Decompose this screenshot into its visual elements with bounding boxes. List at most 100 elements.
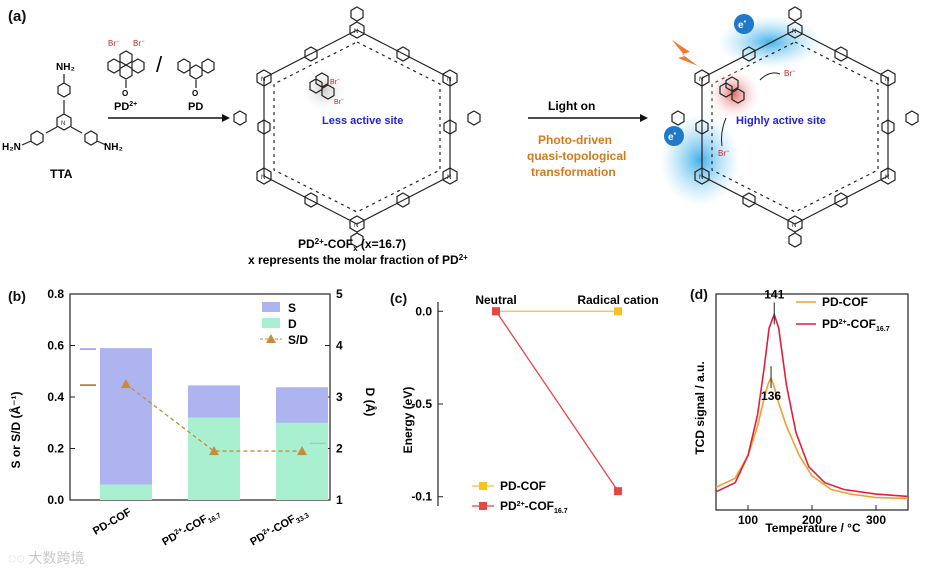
panel-d: (d) TCD signal / a.u. Temperature / °C 1… [680,280,930,574]
c-ylabel: Energy (eV) [401,387,415,454]
panel-b: (b) S or S/D (Å⁻¹) D (Å) 0.0 0.2 0.4 0.6 0.8… [0,280,380,574]
d-xtick-label: 300 [866,513,886,527]
d-peak-label: 141 [764,287,784,301]
d-legend-label: PD-COF [822,295,868,309]
b-bar-s [100,348,152,500]
tta-molecule [21,74,107,146]
b-ytick-left-label: 0.4 [47,390,64,404]
watermark: ◌◌ 大数跨境 [8,548,85,568]
pd2-label: PD2+ [114,101,137,113]
reaction-arrow-1-head [222,114,230,122]
b-legend-d-swatch [262,318,280,328]
b-ytick-left-label: 0.0 [47,493,64,507]
d-legend-label: PD2+-COF16.7 [822,317,890,333]
tta-h2n-left: H₂N [2,142,21,153]
b-category-label: PD2+-COF33.3 [248,506,310,550]
light-on-label: Light on [548,99,595,113]
pd-label: PD [188,101,203,113]
process-line-3: transformation [531,165,616,179]
d-ylabel: TCD signal / a.u. [693,361,707,454]
less-active-site-label: Less active site [322,115,403,127]
panel-d-label: (d) [690,286,708,302]
panel-a: (a) N [2,6,919,267]
b-ytick-left-label: 0.6 [47,339,64,353]
cof-framework-left [263,29,451,225]
panel-c-chart: Energy (eV) 0.0 -0.5 -0.1 Neutral Radical ca… [401,293,659,515]
b-bar-d [100,484,152,500]
released-br-1: Br− [784,69,796,78]
c-legend-marker [479,482,487,490]
panel-a-scheme: N NH₂ H₂N NH₂ TTA Br− Br− [2,6,919,267]
b-bar-d [276,422,328,500]
b-point-sd [121,379,131,389]
process-line-1: Photo-driven [538,133,612,147]
c-line-series [495,310,619,492]
b-ytick-left-label: 0.2 [47,442,64,456]
b-ytick-right-label: 4 [336,339,343,353]
pd2-molecule [107,50,145,88]
electron-top-label: e• [738,19,747,31]
b-bar-d [188,417,240,500]
c-legend-marker [479,502,487,510]
cof-framework-left-rings [233,6,481,248]
d-xtick-label: 200 [802,513,822,527]
b-ytick-right-label: 3 [336,390,343,404]
b-point-sd [209,446,219,456]
released-br-1-arrow [759,72,781,81]
d-line-series [715,312,909,498]
watermark-icon: ◌◌ [8,550,25,566]
c-ytick-label: -0.1 [411,490,432,504]
pd2-oxygen: O [122,89,128,98]
tta-label: TTA [50,167,73,181]
c-point [492,307,500,316]
less-active-br-2: Br− [334,97,344,106]
c-category-label: Radical cation [577,293,658,307]
panel-a-label: (a) [8,8,27,25]
panel-d-chart: TCD signal / a.u. Temperature / °C 100 20… [693,287,909,535]
tta-nh2-right: NH₂ [104,142,123,153]
b-ytick-right-label: 1 [336,493,343,507]
panel-b-label: (b) [8,288,26,304]
b-category-label: PD-COF [91,506,134,538]
b-point-sd [297,446,307,456]
d-peak-label: 136 [761,389,781,403]
b-ytick-left-label: 0.8 [47,287,64,301]
pd-molecule [177,58,215,88]
b-ytick-right-label: 5 [336,287,343,301]
pd2-br-left: Br− [108,39,120,48]
electron-glow-top [718,16,822,68]
c-point [614,307,622,316]
b-legend-sd-marker [266,334,276,343]
c-category-label: Neutral [475,293,516,307]
b-legend-label: S [288,301,296,315]
molar-fraction-note: x represents the molar fraction of PD2+ [248,253,468,267]
panel-b-chart: S or S/D (Å⁻¹) D (Å) 0.0 0.2 0.4 0.6 0.8 1 2 3 4… [8,287,378,550]
released-br-2-arrow [721,117,727,147]
d-xlabel: Temperature / °C [765,521,861,535]
b-ylabel-left: S or S/D (Å⁻¹) [8,391,23,468]
highly-active-site-label: Highly active site [736,115,826,127]
process-line-2: quasi-topological [527,149,626,163]
d-line-series [715,376,909,500]
tta-nh2-top: NH₂ [56,62,75,73]
lightning-icon [672,40,698,66]
c-legend-label: PD2+-COF16.7 [500,499,568,515]
watermark-text: 大数跨境 [28,550,85,566]
reaction-arrow-2-head [640,114,648,122]
less-active-br-1: Br− [330,77,340,86]
b-ytick-right-label: 2 [336,442,343,456]
monomer-divider: / [156,52,163,77]
less-active-glow [300,66,348,114]
electron-bottom [664,126,684,146]
c-ytick-label: -0.5 [411,397,432,411]
d-xtick-label: 100 [738,513,758,527]
c-ytick-label: 0.0 [415,304,432,318]
panel-c: (c) Energy (eV) 0.0 -0.5 -0.1 Neutral Radica… [390,280,680,574]
c-point [614,487,622,496]
electron-bottom-label: e• [668,131,677,143]
cof-name: PD2+-COFx (x=16.7) [298,237,406,253]
b-legend-label: D [288,317,297,331]
b-category-label: PD2+-COF16.7 [160,506,222,550]
pd-oxygen: O [192,89,198,98]
pd2-br-right: Br− [133,39,145,48]
